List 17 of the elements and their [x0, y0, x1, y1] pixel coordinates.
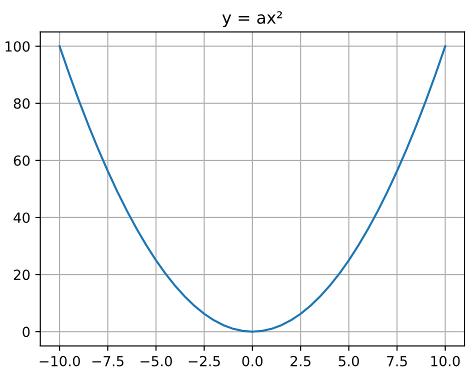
- x-tick-label: 0.0: [242, 356, 263, 366]
- x-tick-label: 10.0: [431, 356, 460, 366]
- x-tick-label: 7.5: [387, 356, 407, 366]
- y-tick-label: 40: [14, 212, 30, 223]
- x-tick-label: −2.5: [188, 356, 220, 366]
- y-tick-label: 0: [22, 326, 30, 338]
- x-tick-label: −10.0: [40, 356, 80, 366]
- x-tick-label: −7.5: [92, 356, 124, 366]
- y-tick-label: 60: [14, 155, 30, 166]
- y-tick-label: 100: [6, 41, 30, 52]
- chart-title: y = ax²: [222, 11, 282, 28]
- x-tick-label: −5.0: [140, 356, 172, 366]
- x-tick-label: 5.0: [338, 356, 359, 366]
- x-tick-label: 2.5: [290, 356, 310, 366]
- line-series: [58, 45, 446, 333]
- y-tick-label: 80: [14, 98, 30, 109]
- y-tick-label: 20: [14, 270, 30, 280]
